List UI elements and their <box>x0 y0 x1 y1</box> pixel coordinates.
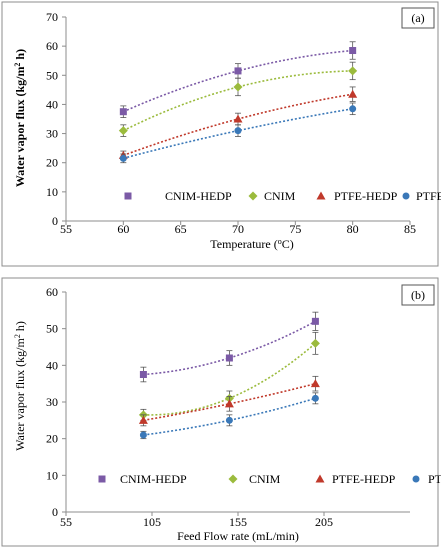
data-point-cnim-hedp <box>139 371 147 378</box>
x-tick-label: 65 <box>175 222 187 236</box>
x-axis-title: Feed Flow rate (mL/min) <box>177 529 299 543</box>
data-point-ptfe-hedp <box>233 114 243 123</box>
x-tick-label: 70 <box>232 222 244 236</box>
data-point-ptfe-hedp <box>310 379 320 388</box>
y-tick-label: 40 <box>46 97 58 111</box>
x-tick-label: 55 <box>60 222 72 236</box>
x-tick-label: 85 <box>404 222 416 236</box>
x-tick-label: 75 <box>289 222 301 236</box>
legend-marker-ptfe <box>402 192 410 200</box>
data-point-ptfe-hedp <box>138 415 148 424</box>
data-point-cnim <box>233 82 243 92</box>
y-axis-title: Water vapor flux (kg/m2 h) <box>13 49 27 187</box>
y-tick-label: 50 <box>46 322 58 336</box>
x-axis-title: Temperature (oC) <box>210 237 293 251</box>
data-point-ptfe-hedp <box>224 399 234 408</box>
y-tick-label: 20 <box>46 156 58 170</box>
data-point-cnim-hedp <box>234 67 242 75</box>
legend-label: CNIM <box>264 189 296 203</box>
x-tick-label: 205 <box>315 515 333 529</box>
legend-marker-cnim <box>248 191 258 201</box>
legend-label: PTFE-HEDP <box>334 189 398 203</box>
data-point-cnim-hedp <box>119 108 127 116</box>
y-tick-label: 0 <box>52 505 58 519</box>
data-point-cnim-hedp <box>225 354 233 362</box>
x-tick-label: 60 <box>117 222 129 236</box>
panel-label-box <box>401 284 435 306</box>
data-point-ptfe <box>349 105 357 113</box>
data-point-ptfe <box>119 154 127 162</box>
y-tick-label: 0 <box>52 214 58 228</box>
legend-marker-cnim-hedp <box>98 475 106 483</box>
y-tick-label: 60 <box>46 39 58 53</box>
data-point-cnim <box>118 126 128 136</box>
legend-label: PTFE <box>416 189 441 203</box>
data-point-cnim-hedp <box>349 47 357 55</box>
legend-marker-ptfe <box>412 475 420 483</box>
panel-label: (a) <box>411 11 424 25</box>
y-tick-label: 50 <box>46 68 58 82</box>
legend-marker-cnim-hedp <box>124 192 132 200</box>
y-tick-label: 20 <box>46 432 58 446</box>
panel-label-box <box>401 7 435 29</box>
y-tick-label: 10 <box>46 468 58 482</box>
data-point-cnim-hedp <box>311 317 319 325</box>
y-tick-label: 70 <box>46 10 58 24</box>
panel-label: (b) <box>411 288 425 302</box>
y-tick-label: 30 <box>46 127 58 141</box>
legend-label: PTFE-HEDP <box>332 472 396 486</box>
y-tick-label: 30 <box>46 395 58 409</box>
y-tick-label: 10 <box>46 185 58 199</box>
panel-border <box>1 1 439 267</box>
data-point-ptfe <box>234 127 242 135</box>
trendline-cnim-hedp <box>143 320 316 376</box>
legend-marker-cnim <box>228 474 238 484</box>
legend-marker-ptfe-hedp <box>315 474 325 483</box>
data-point-ptfe <box>311 394 319 402</box>
data-point-ptfe-hedp <box>348 89 358 98</box>
legend-label: CNIM-HEDP <box>120 472 187 486</box>
panel-border <box>1 277 439 547</box>
trendline-ptfe <box>143 397 316 436</box>
y-tick-label: 60 <box>46 285 58 299</box>
x-tick-label: 155 <box>229 515 247 529</box>
x-tick-label: 105 <box>143 515 161 529</box>
y-axis-title: Water vapor flux (kg/m2 h) <box>13 321 27 451</box>
chart-panel-b: (b) Water vapor flux (kg/m2 h) Feed Flow… <box>1 277 441 547</box>
y-tick-label: 40 <box>46 358 58 372</box>
x-tick-label: 80 <box>347 222 359 236</box>
x-tick-label: 55 <box>60 515 72 529</box>
trendline-ptfe-hedp <box>143 382 316 422</box>
data-point-cnim <box>348 66 358 76</box>
data-point-ptfe <box>225 416 233 424</box>
trendline-cnim <box>122 70 353 132</box>
legend-marker-ptfe-hedp <box>316 191 326 200</box>
data-point-ptfe <box>139 431 147 439</box>
legend-label: CNIM-HEDP <box>165 189 232 203</box>
legend-label: CNIM <box>249 472 281 486</box>
legend-label: PTFE <box>428 472 441 486</box>
data-point-cnim <box>310 338 320 348</box>
chart-panel-a: (a) Water vapor flux (kg/m2 h) Temperatu… <box>1 1 441 267</box>
